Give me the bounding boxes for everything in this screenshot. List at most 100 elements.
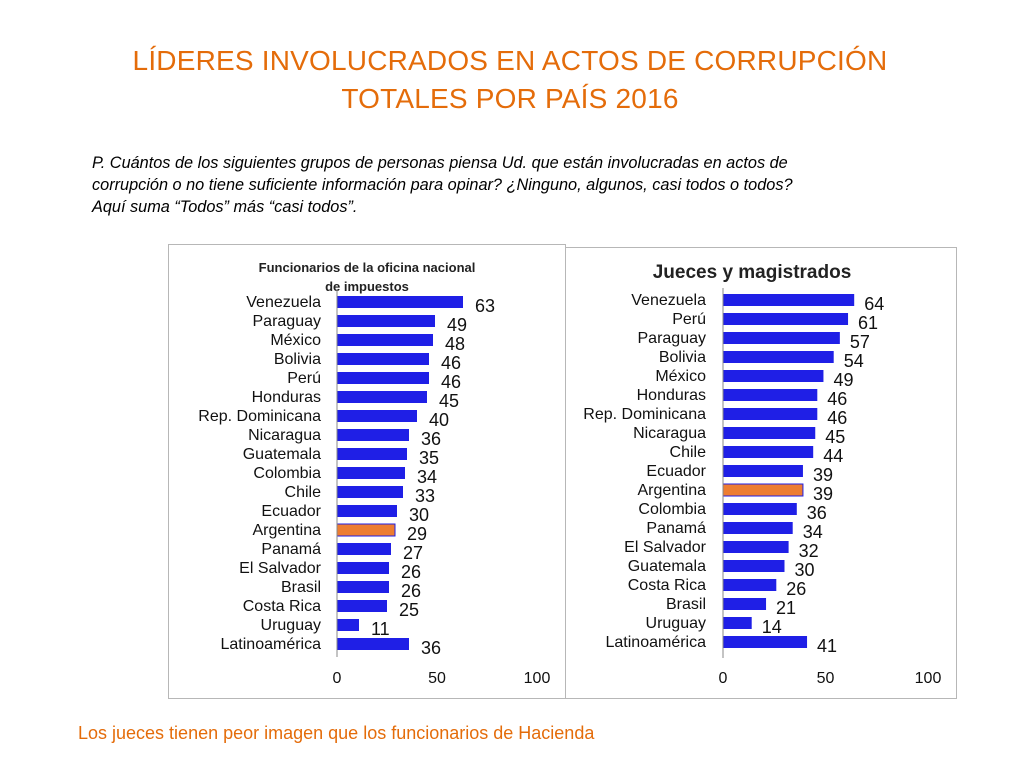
tax-category-label-panama: Panamá xyxy=(261,541,321,558)
judges-category-label-guatemala: Guatemala xyxy=(628,558,706,575)
judges-x-tick-label-50: 50 xyxy=(817,670,835,687)
tax-value-label-bolivia: 46 xyxy=(441,353,461,373)
tax-value-label-honduras: 45 xyxy=(439,391,459,411)
judges-value-label-honduras: 46 xyxy=(827,389,847,409)
tax-bar-panama xyxy=(337,543,391,555)
tax-value-label-latinoamerica: 36 xyxy=(421,638,441,658)
tax-x-tick-label-100: 100 xyxy=(524,670,551,687)
judges-value-label-ecuador: 39 xyxy=(813,465,833,485)
judges-bar-panama xyxy=(723,522,793,534)
judges-value-label-nicaragua: 45 xyxy=(825,427,845,447)
tax-value-label-chile: 33 xyxy=(415,486,435,506)
tax-value-label-el-salvador: 26 xyxy=(401,562,421,582)
judges-category-label-venezuela: Venezuela xyxy=(631,292,706,309)
judges-bar-honduras xyxy=(723,389,818,401)
tax-category-label-costa-rica: Costa Rica xyxy=(243,598,321,615)
question-line-2: corrupción o no tiene suficiente informa… xyxy=(92,176,793,194)
judges-category-label-latinoamerica: Latinoamérica xyxy=(606,634,707,651)
judges-bar-costa-rica xyxy=(723,579,777,591)
judges-value-label-panama: 34 xyxy=(803,522,823,542)
tax-category-label-chile: Chile xyxy=(285,484,322,501)
judges-bar-chile xyxy=(723,446,814,458)
tax-bar-guatemala xyxy=(337,448,407,460)
judges-bar-el-salvador xyxy=(723,541,789,553)
judges-bar-ecuador xyxy=(723,465,803,477)
judges-bar-paraguay xyxy=(723,332,840,344)
judges-category-label-paraguay: Paraguay xyxy=(638,330,707,347)
judges-category-label-rep-dominicana: Rep. Dominicana xyxy=(583,406,706,423)
page-title: LÍDERES INVOLUCRADOS EN ACTOS DE CORRUPC… xyxy=(80,42,940,118)
tax-category-label-peru: Perú xyxy=(287,370,321,387)
judges-bar-latinoamerica xyxy=(723,636,808,648)
judges-category-label-brasil: Brasil xyxy=(666,596,706,613)
tax-bar-uruguay xyxy=(337,619,359,631)
judges-category-label-nicaragua: Nicaragua xyxy=(633,425,706,442)
tax-category-label-rep-dominicana: Rep. Dominicana xyxy=(198,408,321,425)
tax-bar-el-salvador xyxy=(337,562,389,574)
tax-category-label-nicaragua: Nicaragua xyxy=(248,427,321,444)
tax-category-label-honduras: Honduras xyxy=(252,389,321,406)
tax-bar-bolivia xyxy=(337,353,429,365)
tax-bar-latinoamerica xyxy=(337,638,409,650)
tax-x-tick-label-50: 50 xyxy=(428,670,446,687)
tax-value-label-brasil: 26 xyxy=(401,581,421,601)
judges-bar-guatemala xyxy=(723,560,785,572)
tax-category-label-ecuador: Ecuador xyxy=(261,503,321,520)
judges-bar-brasil xyxy=(723,598,767,610)
survey-question: P. Cuántos de los siguientes grupos de p… xyxy=(92,152,972,218)
tax-category-label-guatemala: Guatemala xyxy=(243,446,321,463)
tax-bar-argentina xyxy=(336,523,396,537)
tax-value-label-mexico: 48 xyxy=(445,334,465,354)
footer-note: Los jueces tienen peor imagen que los fu… xyxy=(78,723,595,743)
judges-value-label-mexico: 49 xyxy=(833,370,853,390)
tax-value-label-uruguay: 11 xyxy=(371,619,390,639)
tax-category-label-uruguay: Uruguay xyxy=(261,617,321,634)
tax-value-label-argentina: 29 xyxy=(407,524,427,544)
judges-bar-mexico xyxy=(723,370,824,382)
tax-value-label-venezuela: 63 xyxy=(475,296,495,316)
chart-tax-officials: Funcionarios de la oficina nacional de im… xyxy=(168,244,566,699)
tax-bar-paraguay xyxy=(337,315,435,327)
tax-bar-costa-rica xyxy=(337,600,387,612)
judges-value-label-latinoamerica: 41 xyxy=(817,636,837,656)
judges-value-label-chile: 44 xyxy=(823,446,843,466)
judges-value-label-rep-dominicana: 46 xyxy=(827,408,847,428)
judges-bar-venezuela xyxy=(723,294,855,306)
tax-bar-mexico xyxy=(337,334,433,346)
tax-value-label-costa-rica: 25 xyxy=(399,600,419,620)
judges-category-label-bolivia: Bolivia xyxy=(659,349,706,366)
judges-value-label-venezuela: 64 xyxy=(864,294,884,314)
judges-category-label-el-salvador: El Salvador xyxy=(624,539,706,556)
tax-bar-rep-dominicana xyxy=(337,410,417,422)
judges-bar-colombia xyxy=(723,503,797,515)
judges-value-label-paraguay: 57 xyxy=(850,332,870,352)
judges-bar-bolivia xyxy=(723,351,834,363)
tax-bar-colombia xyxy=(337,467,405,479)
judges-value-label-peru: 61 xyxy=(858,313,878,333)
tax-bar-peru xyxy=(337,372,429,384)
judges-value-label-el-salvador: 32 xyxy=(799,541,819,561)
judges-value-label-uruguay: 14 xyxy=(762,617,782,637)
chart-judges-plot: Jueces y magistrados Venezuela 64 Perú 61 Par… xyxy=(583,262,942,687)
tax-value-label-panama: 27 xyxy=(403,543,423,563)
judges-category-label-argentina: Argentina xyxy=(638,482,707,499)
tax-bar-chile xyxy=(337,486,403,498)
tax-bar-nicaragua xyxy=(337,429,409,441)
judges-bar-argentina xyxy=(722,483,804,497)
tax-value-label-colombia: 34 xyxy=(417,467,437,487)
tax-bar-brasil xyxy=(337,581,389,593)
question-line-1: P. Cuántos de los siguientes grupos de p… xyxy=(92,154,788,172)
tax-chart-title-line-2: de impuestos xyxy=(325,279,409,294)
tax-category-label-argentina: Argentina xyxy=(253,522,322,539)
judges-x-tick-label-100: 100 xyxy=(915,670,942,687)
judges-value-label-brasil: 21 xyxy=(776,598,796,618)
judges-value-label-guatemala: 30 xyxy=(795,560,815,580)
tax-category-label-bolivia: Bolivia xyxy=(274,351,321,368)
tax-value-label-paraguay: 49 xyxy=(447,315,467,335)
tax-category-label-mexico: México xyxy=(270,332,321,349)
judges-bar-uruguay xyxy=(723,617,752,629)
judges-value-label-costa-rica: 26 xyxy=(786,579,806,599)
judges-bar-peru xyxy=(723,313,849,325)
tax-value-label-nicaragua: 36 xyxy=(421,429,441,449)
title-line-1: LÍDERES INVOLUCRADOS EN ACTOS DE CORRUPC… xyxy=(132,45,888,76)
